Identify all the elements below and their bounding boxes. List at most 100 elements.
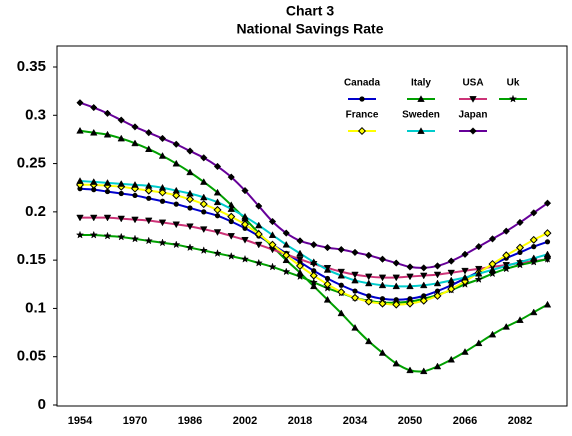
marker <box>158 219 167 227</box>
marker <box>145 181 153 189</box>
marker <box>241 186 249 195</box>
marker <box>213 198 222 206</box>
marker <box>200 154 208 162</box>
marker <box>240 254 250 263</box>
marker <box>365 273 373 281</box>
marker <box>295 261 305 270</box>
marker <box>365 251 373 259</box>
marker <box>515 243 525 252</box>
marker <box>282 251 291 260</box>
marker <box>159 198 166 204</box>
y-tick-label: 0.2 <box>25 203 46 220</box>
marker <box>475 339 483 347</box>
marker <box>517 249 523 256</box>
marker <box>543 250 552 258</box>
marker <box>351 323 359 331</box>
marker <box>103 130 112 138</box>
marker <box>433 262 442 270</box>
marker <box>469 127 477 135</box>
marker <box>323 265 332 273</box>
marker <box>213 188 222 196</box>
marker <box>405 299 415 308</box>
plot-frame <box>56 45 568 407</box>
marker <box>213 249 222 257</box>
marker <box>186 223 194 231</box>
marker <box>447 355 455 363</box>
marker <box>145 129 153 137</box>
marker <box>76 214 84 222</box>
marker <box>145 145 153 152</box>
marker <box>254 230 263 239</box>
legend-label: Japan <box>459 110 488 121</box>
marker <box>131 216 139 224</box>
marker <box>282 240 290 248</box>
x-tick-label: 2018 <box>288 415 312 427</box>
x-tick-label: 1986 <box>178 415 202 427</box>
y-tick-label: 0.1 <box>25 299 46 316</box>
marker <box>103 214 112 222</box>
marker <box>254 258 263 267</box>
marker <box>364 297 373 306</box>
marker <box>392 274 400 282</box>
marker <box>378 281 387 289</box>
marker <box>186 168 194 176</box>
marker <box>214 213 221 219</box>
marker <box>309 277 318 286</box>
marker <box>309 271 318 280</box>
marker <box>461 267 469 275</box>
marker <box>103 179 112 186</box>
marker <box>419 296 428 305</box>
marker <box>241 212 249 220</box>
marker <box>543 229 552 238</box>
marker <box>337 309 345 317</box>
marker <box>158 238 167 247</box>
marker <box>433 271 442 279</box>
marker <box>420 367 428 375</box>
marker <box>228 218 234 225</box>
marker <box>213 162 222 171</box>
x-tick-label: 1970 <box>123 415 147 427</box>
marker <box>323 280 332 289</box>
marker <box>433 362 442 370</box>
marker <box>296 237 304 245</box>
marker <box>323 243 332 252</box>
marker <box>185 243 195 252</box>
marker <box>350 293 360 302</box>
marker <box>268 231 277 238</box>
marker <box>488 235 497 243</box>
marker <box>366 293 372 299</box>
y-tick-label: 0 <box>38 396 46 413</box>
series-line <box>79 129 548 373</box>
marker <box>91 187 97 193</box>
marker <box>447 257 455 265</box>
marker <box>172 191 181 200</box>
marker <box>213 229 222 236</box>
marker <box>227 173 235 181</box>
marker <box>530 209 538 217</box>
x-tick-label: 1954 <box>68 415 93 427</box>
marker <box>255 221 263 229</box>
marker <box>131 123 139 131</box>
marker <box>447 276 455 284</box>
marker <box>378 299 387 308</box>
marker <box>132 192 138 199</box>
marker <box>406 282 414 290</box>
marker <box>268 240 277 249</box>
marker <box>145 217 153 225</box>
marker <box>172 186 180 194</box>
x-tick-label: 2050 <box>398 415 422 427</box>
marker <box>282 256 290 264</box>
marker <box>543 254 552 263</box>
x-tick-label: 2034 <box>343 415 368 427</box>
marker <box>502 262 510 269</box>
marker <box>529 235 538 244</box>
marker <box>351 271 359 279</box>
marker <box>310 282 318 290</box>
marker <box>544 239 551 245</box>
marker <box>199 246 208 255</box>
marker <box>502 322 510 330</box>
marker <box>406 263 414 271</box>
marker <box>351 276 359 284</box>
marker <box>461 348 469 355</box>
marker <box>240 220 250 229</box>
